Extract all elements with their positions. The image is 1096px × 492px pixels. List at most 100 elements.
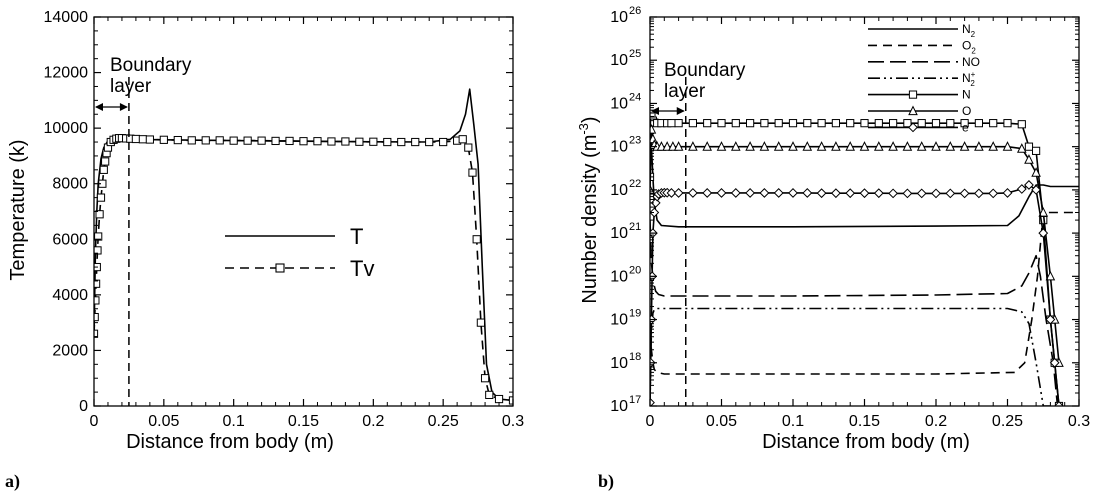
- data-point-5-5: [656, 141, 667, 151]
- data-point-1-3: [94, 279, 101, 288]
- data-point-4-20: [846, 119, 855, 128]
- data-point-1-21: [131, 134, 141, 144]
- data-point-6-41: [1045, 314, 1056, 325]
- series-2: [650, 220, 1059, 406]
- data-point-1-31: [257, 136, 266, 145]
- panel-b-y-axis-label: Number density (m-3): [576, 116, 601, 303]
- data-point-4-34: [1032, 146, 1041, 155]
- data-point-4-22: [874, 119, 883, 128]
- data-point-1-44: [439, 137, 448, 147]
- data-point-5-34: [1031, 167, 1041, 177]
- data-point-6-36: [1002, 188, 1013, 198]
- x-tick-label: 0.2: [362, 413, 384, 430]
- data-point-5-17: [802, 141, 813, 151]
- series-5: [650, 123, 1064, 367]
- y-tick-label: 10: [610, 52, 628, 69]
- data-point-4-18: [817, 119, 826, 128]
- x-tick-label: 0.05: [148, 413, 179, 430]
- y-tick-exponent: 17: [629, 394, 641, 406]
- panel-a-x-axis-label: Distance from body (m): [126, 431, 334, 453]
- legend-label-3: N+ 2: [962, 70, 976, 88]
- legend-marker-5: [908, 105, 918, 116]
- y-tick-exponent: 21: [629, 221, 641, 233]
- legend-marker-4: [908, 90, 918, 99]
- data-point-5-8: [673, 141, 684, 151]
- data-point-5-13: [745, 141, 755, 151]
- data-point-1-47: [464, 143, 473, 152]
- y-tick-label: 10: [610, 225, 628, 242]
- y-tick-label: 10: [610, 182, 628, 199]
- data-point-4-25: [917, 119, 926, 128]
- boundary-label-line-1: Boundary: [110, 55, 192, 76]
- y-tick-label: 0: [79, 398, 88, 415]
- data-point-6-26: [859, 188, 870, 199]
- data-point-5-22: [873, 141, 884, 151]
- data-point-6-13: [673, 188, 684, 198]
- data-point-6-25: [845, 188, 856, 199]
- series-4: [650, 112, 1064, 406]
- data-point-1-30: [243, 136, 252, 145]
- series-1: [94, 134, 513, 405]
- data-point-4-33: [1024, 142, 1034, 151]
- data-point-4-28: [960, 119, 969, 128]
- data-point-5-31: [1002, 141, 1013, 151]
- data-point-5-33: [1024, 154, 1034, 164]
- y-tick-exponent: 20: [629, 264, 641, 276]
- legend-label-0: N2: [962, 22, 976, 39]
- data-point-4-23: [889, 119, 898, 128]
- data-point-5-25: [916, 141, 927, 151]
- data-point-6-34: [973, 188, 984, 199]
- data-point-6-30: [916, 188, 927, 199]
- number-density-series-group: [650, 112, 1079, 406]
- panel-a: 0 0.05 0.1 0.15 0.2 0.25 0.3 0 2000 4000 6000 8000 1…: [5, 9, 524, 492]
- x-tick-label: 0.1: [782, 413, 804, 430]
- data-point-4-30: [989, 119, 998, 128]
- legend-label-2: NO: [962, 55, 980, 69]
- y-tick-exponent: 25: [629, 48, 641, 60]
- y-tick-label: 6000: [52, 231, 88, 248]
- legend-label-tv: Tv: [350, 256, 374, 281]
- data-point-4-27: [946, 119, 955, 128]
- y-tick-exponent: 22: [629, 178, 641, 190]
- data-point-5-16: [788, 141, 798, 151]
- data-point-1-46: [458, 135, 467, 144]
- data-point-4-29: [974, 119, 983, 128]
- data-point-1-39: [369, 137, 378, 146]
- data-point-5-30: [988, 141, 999, 151]
- y-tick-exponent: 18: [629, 351, 641, 363]
- boundary-arrow-head-left: [651, 107, 659, 115]
- data-point-1-25: [173, 135, 182, 145]
- data-point-1-50: [476, 318, 485, 327]
- y-tick-label: 10: [610, 139, 628, 156]
- series-line-5: [650, 128, 1060, 363]
- x-tick-label: 0.3: [1068, 413, 1090, 430]
- data-point-1-38: [355, 137, 364, 146]
- data-point-6-31: [931, 188, 941, 199]
- boundary-label-line-2: layer: [110, 76, 152, 97]
- data-point-6-28: [888, 188, 899, 199]
- data-point-6-6: [650, 197, 661, 208]
- series-line-2: [650, 220, 1059, 406]
- data-point-1-29: [229, 136, 238, 145]
- legend-label-t: T: [350, 224, 363, 249]
- data-point-5-12: [730, 141, 741, 151]
- data-point-1-23: [145, 135, 154, 144]
- data-point-5-6: [662, 141, 672, 151]
- data-point-6-37: [1016, 184, 1027, 194]
- data-point-5-19: [831, 141, 841, 151]
- x-tick-label: 0.3: [502, 413, 524, 430]
- x-tick-label: 0.2: [925, 413, 947, 430]
- data-point-5-28: [959, 141, 970, 151]
- data-point-1-24: [159, 135, 168, 144]
- series-line-4: [650, 115, 1060, 406]
- data-point-4-10: [703, 119, 712, 128]
- panel-a-y-axis-label: Temperature (k): [7, 139, 29, 280]
- data-point-1-52: [485, 390, 494, 399]
- data-point-6-22: [802, 188, 813, 198]
- temperature-series-group: [94, 88, 513, 405]
- x-tick-label: 0: [646, 413, 655, 430]
- series-0: [94, 88, 513, 402]
- data-point-5-32: [1016, 143, 1027, 153]
